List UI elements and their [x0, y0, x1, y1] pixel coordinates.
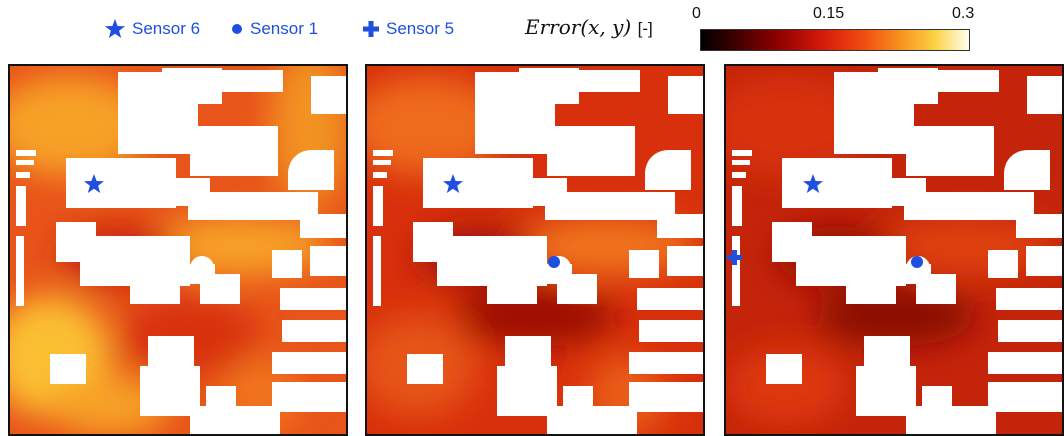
cross-marker-icon: [363, 21, 379, 37]
map-panel-2: [365, 64, 705, 436]
legend-label-sensor-6: Sensor 6: [132, 19, 201, 38]
colorbar-tick-max: 0.3: [952, 5, 975, 22]
colorbar-title: Error(x, y) [-]: [525, 15, 653, 39]
sensor-6-marker: [84, 174, 104, 193]
colorbar-gradient: [700, 29, 970, 51]
dot-marker-icon: [232, 24, 242, 34]
map-panel-3: [724, 64, 1064, 436]
sensor-1-marker: [548, 256, 560, 268]
legend-sensor-6: Sensor 6: [104, 16, 200, 42]
colorbar-label: Error(x, y): [525, 15, 632, 39]
colorbar-tick-min: 0: [692, 5, 701, 22]
sensor-6-marker: [803, 174, 823, 193]
legend-sensor-1: Sensor 1: [230, 16, 318, 42]
colorbar-tick-mid: 0.15: [813, 5, 845, 22]
map-panel-1: [8, 64, 348, 436]
error-map-3: [726, 66, 1062, 434]
error-map-2: [367, 66, 703, 434]
legend-label-sensor-1: Sensor 1: [250, 19, 319, 38]
sensor-5-marker: [727, 250, 742, 265]
legend-sensor-5: Sensor 5: [362, 16, 454, 42]
sensor-6-marker: [443, 174, 463, 193]
sensor-1-marker: [911, 256, 923, 268]
legend-label-sensor-5: Sensor 5: [386, 19, 455, 38]
colorbar-unit: [-]: [637, 19, 653, 38]
star-marker-icon: [105, 19, 125, 38]
error-map-1: [10, 66, 346, 434]
